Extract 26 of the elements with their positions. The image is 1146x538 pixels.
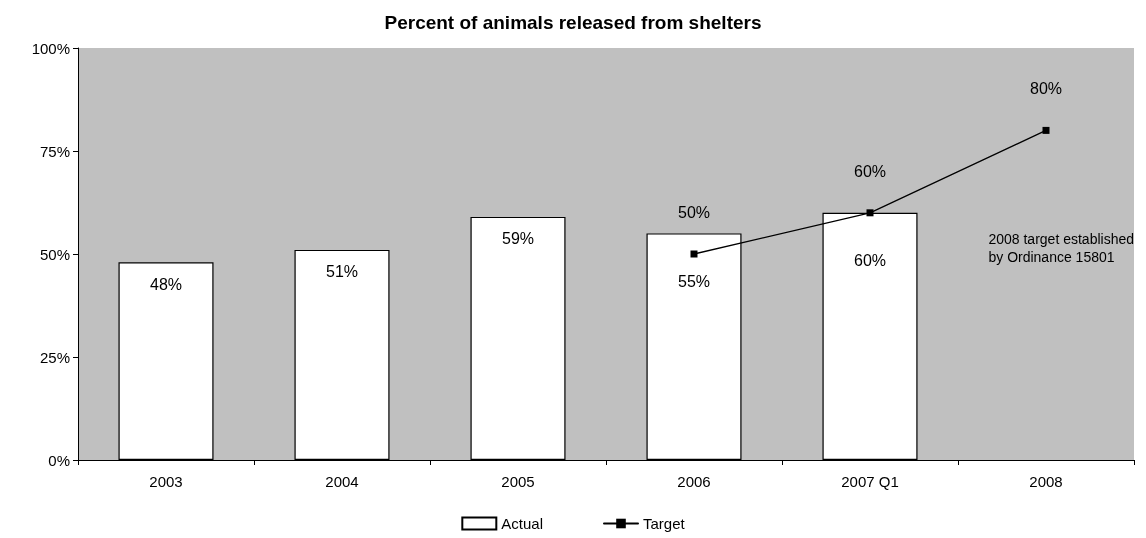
y-tick-label: 50%: [39, 245, 70, 263]
x-tick-label: 2004: [325, 473, 359, 490]
annotation: 2008 target established by Ordinance 15801: [988, 231, 1135, 265]
y-tick-label: 25%: [39, 348, 70, 366]
data-label: 55%: [677, 272, 711, 290]
data-label: 59%: [501, 230, 535, 248]
x-tick-label: 2005: [501, 473, 535, 490]
legend-label: Actual: [501, 515, 544, 532]
y-tick-label: 100%: [31, 39, 70, 57]
y-tick-label: 75%: [39, 142, 70, 160]
x-tick-label: 2003: [149, 473, 183, 490]
x-tick-label: 2007 Q1: [841, 473, 899, 490]
x-tick-label: 2006: [677, 473, 711, 490]
legend-label: Target: [643, 515, 686, 532]
x-tick-label: 2008: [1029, 473, 1063, 490]
data-label: 60%: [853, 252, 887, 270]
point: [1042, 126, 1050, 134]
data-label: 51%: [325, 263, 359, 281]
data-label: 48%: [149, 275, 183, 293]
data-label: 80%: [1029, 80, 1063, 98]
point: [866, 209, 874, 217]
y-tick-label: 0%: [48, 451, 70, 469]
chart-title: Percent of animals released from shelters: [384, 12, 762, 33]
point: [690, 250, 698, 258]
data-label: 50%: [677, 204, 711, 221]
data-label: 60%: [853, 162, 887, 180]
